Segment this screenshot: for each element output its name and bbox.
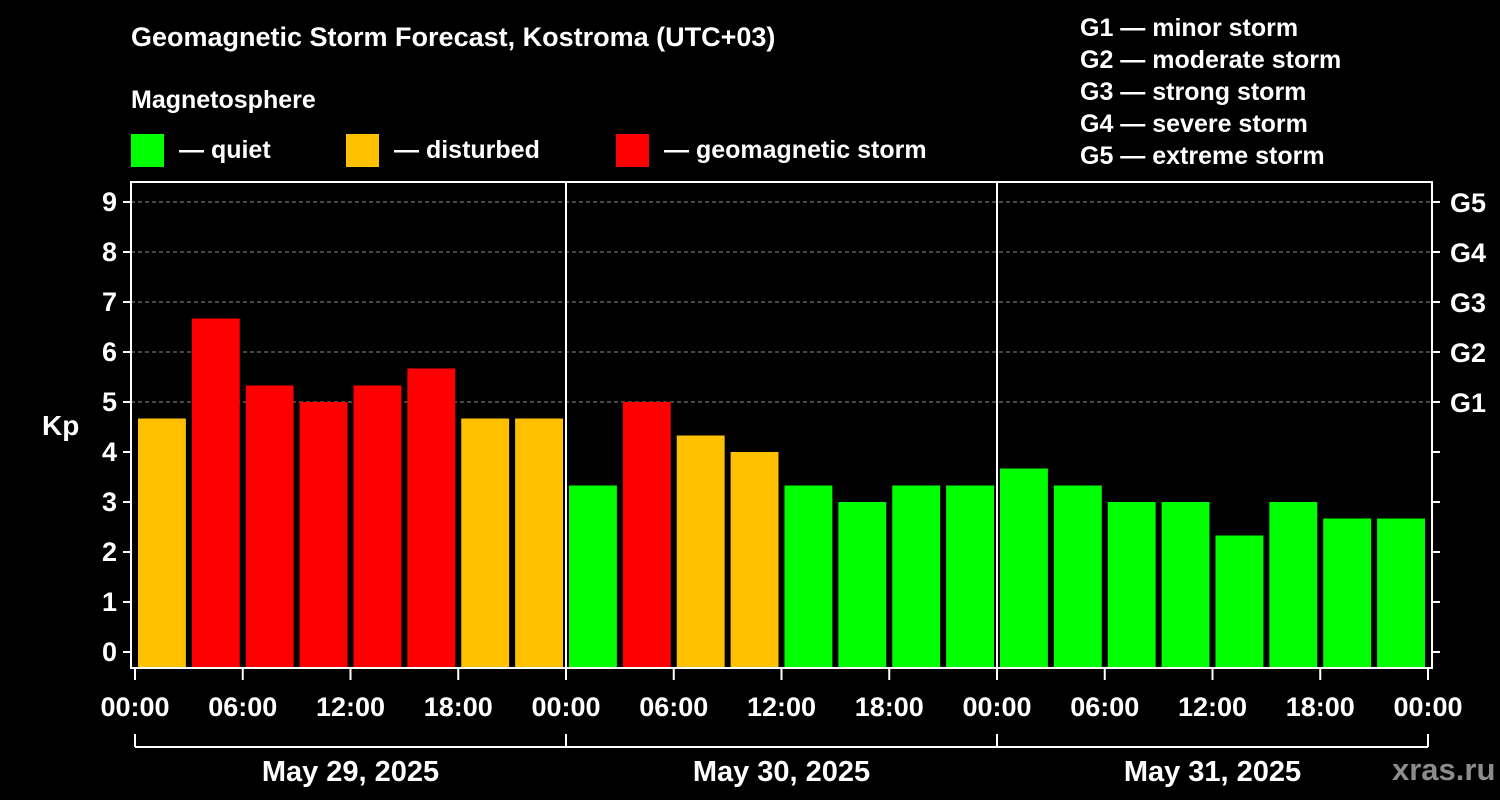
g-scale-label: G2 xyxy=(1450,338,1486,368)
y-axis-label: Kp xyxy=(42,410,80,441)
x-tick-label: 00:00 xyxy=(531,692,600,722)
x-tick-label: 18:00 xyxy=(855,692,924,722)
x-tick-label: 12:00 xyxy=(747,692,816,722)
kp-bar xyxy=(245,385,294,668)
g-scale-legend-item: G2 — moderate storm xyxy=(1080,46,1342,74)
kp-bar xyxy=(191,318,240,668)
y-tick-label: 0 xyxy=(102,637,117,667)
x-tick-label: 00:00 xyxy=(1393,692,1462,722)
g-scale-legend-item: G3 — strong storm xyxy=(1080,78,1307,106)
legend-storm: — geomagnetic storm xyxy=(616,133,927,167)
x-tick-label: 18:00 xyxy=(1286,692,1355,722)
kp-bar xyxy=(784,485,833,668)
kp-bar xyxy=(1269,502,1318,668)
kp-bar xyxy=(407,368,456,668)
kp-bar xyxy=(138,418,186,668)
y-tick-label: 8 xyxy=(102,237,117,267)
legend-disturbed: — disturbed xyxy=(346,133,540,167)
kp-bar xyxy=(569,485,617,668)
kp-bar xyxy=(1215,535,1264,668)
x-tick-label: 12:00 xyxy=(316,692,385,722)
day-label: May 29, 2025 xyxy=(262,756,439,788)
kp-bar xyxy=(1377,518,1425,668)
kp-bar xyxy=(676,435,725,668)
x-tick-label: 18:00 xyxy=(424,692,493,722)
y-tick-label: 2 xyxy=(102,537,117,567)
kp-bar xyxy=(1161,502,1210,668)
chart-title: Geomagnetic Storm Forecast, Kostroma (UT… xyxy=(131,22,776,52)
kp-bar xyxy=(838,502,887,668)
legend-disturbed-swatch xyxy=(346,133,379,167)
legend-quiet-swatch xyxy=(131,133,164,167)
g-scale-legend-item: G4 — severe storm xyxy=(1080,110,1308,138)
y-tick-label: 5 xyxy=(102,387,117,417)
legend-storm-swatch xyxy=(616,133,649,167)
legend-storm-label: — geomagnetic storm xyxy=(664,135,927,164)
x-tick-label: 06:00 xyxy=(639,692,708,722)
x-tick-label: 00:00 xyxy=(962,692,1031,722)
g-scale-legend: G1 — minor storm G2 — moderate storm G3 … xyxy=(1080,12,1341,172)
y-tick-label: 7 xyxy=(102,287,117,317)
day-label: May 30, 2025 xyxy=(693,756,870,788)
g-scale-label: G5 xyxy=(1450,188,1486,218)
y-tick-label: 4 xyxy=(102,437,117,467)
y-tick-label: 9 xyxy=(102,187,117,217)
legend-quiet-label: — quiet xyxy=(179,135,271,164)
kp-bar xyxy=(1053,485,1102,668)
y-tick-label: 3 xyxy=(102,487,117,517)
day-label: May 31, 2025 xyxy=(1124,756,1301,788)
kp-bar xyxy=(461,418,510,668)
watermark: xras.ru xyxy=(1392,752,1496,787)
kp-bar xyxy=(946,485,994,668)
x-tick-label: 06:00 xyxy=(208,692,277,722)
kp-bar xyxy=(622,402,671,668)
x-tick-label: 12:00 xyxy=(1178,692,1247,722)
kp-bar xyxy=(1107,502,1156,668)
x-tick-label: 00:00 xyxy=(100,692,169,722)
g-scale-legend-item: G1 — minor storm xyxy=(1080,14,1299,42)
kp-bar xyxy=(353,385,402,668)
legend-disturbed-label: — disturbed xyxy=(394,135,540,164)
g-scale-label: G1 xyxy=(1450,388,1486,418)
kp-bar xyxy=(730,452,779,668)
kp-bar xyxy=(515,418,563,668)
y-tick-label: 6 xyxy=(102,337,117,367)
g-scale-label: G4 xyxy=(1450,238,1486,268)
magnetosphere-legend-title: Magnetosphere xyxy=(131,86,316,114)
legend-quiet: — quiet xyxy=(131,133,271,167)
kp-bar xyxy=(299,402,348,668)
kp-bar xyxy=(1000,468,1048,668)
g-scale-legend-item: G5 — extreme storm xyxy=(1080,142,1325,170)
kp-bar xyxy=(892,485,941,668)
g-scale-label: G3 xyxy=(1450,288,1486,318)
y-tick-label: 1 xyxy=(102,587,117,617)
kp-bar xyxy=(1323,518,1372,668)
x-tick-label: 06:00 xyxy=(1070,692,1139,722)
